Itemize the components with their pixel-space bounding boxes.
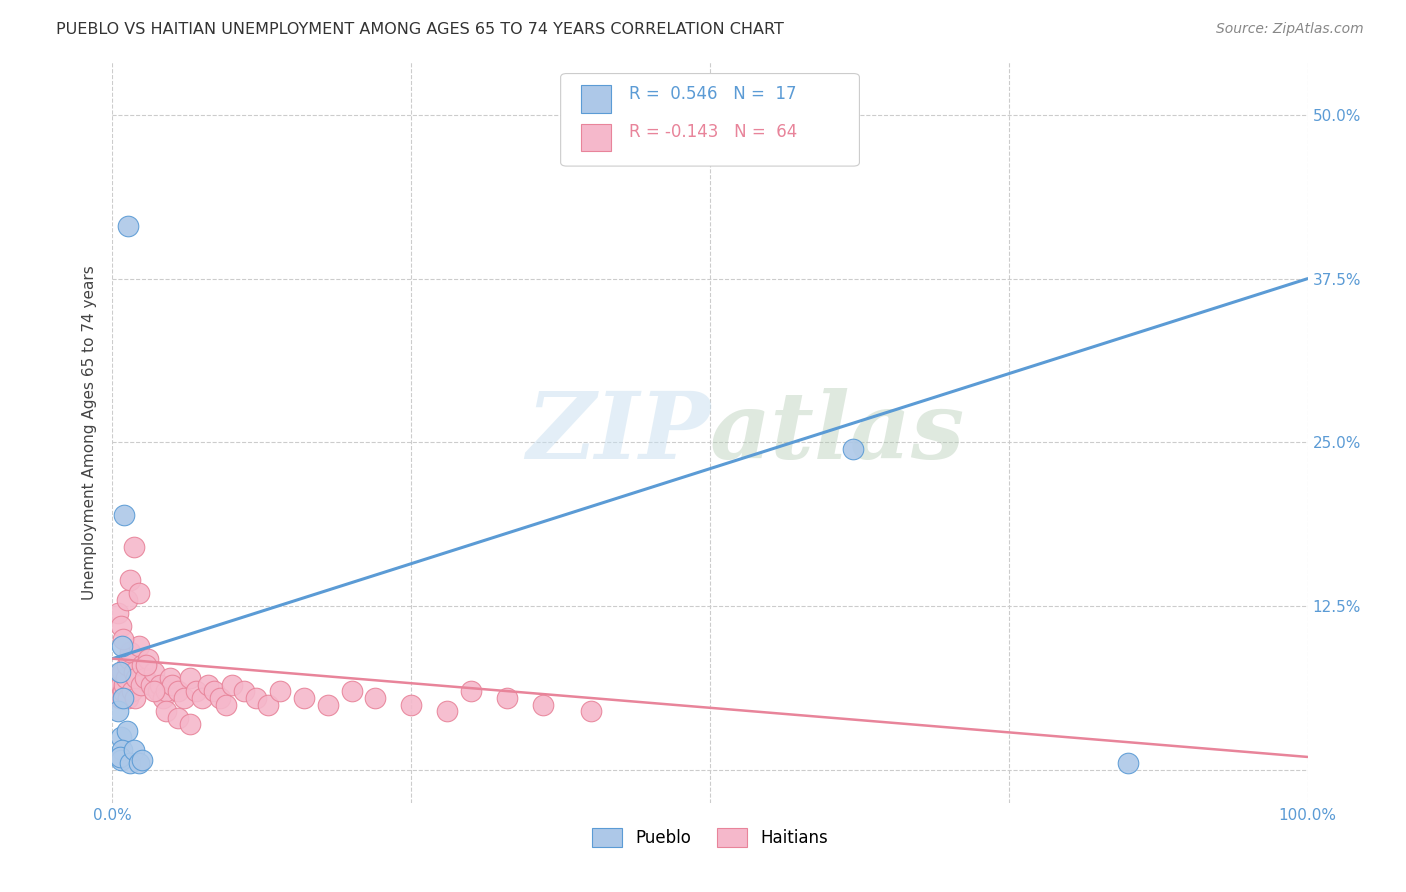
Point (120, 756, 142, 771)
Point (121, 684, 143, 698)
Point (496, 690, 519, 705)
Point (115, 658, 138, 673)
Point (112, 632, 135, 646)
Point (105, 671, 128, 685)
Point (111, 743, 134, 757)
Point (167, 684, 190, 698)
Y-axis label: Unemployment Among Ages 65 to 74 years: Unemployment Among Ages 65 to 74 years (82, 265, 97, 600)
Point (108, 750, 131, 764)
Point (134, 671, 156, 685)
Point (129, 678, 152, 692)
Point (110, 678, 132, 692)
Text: atlas: atlas (710, 388, 966, 477)
Point (114, 671, 136, 685)
Point (124, 690, 146, 705)
Point (115, 592, 138, 607)
Point (531, 698, 554, 712)
Point (245, 690, 267, 705)
Point (117, 219, 139, 234)
FancyBboxPatch shape (561, 73, 859, 166)
Point (269, 684, 291, 698)
Point (122, 743, 145, 757)
Point (460, 684, 482, 698)
Point (135, 658, 157, 673)
Point (110, 753, 132, 767)
Point (143, 684, 166, 698)
Point (146, 684, 169, 698)
Text: Source: ZipAtlas.com: Source: ZipAtlas.com (1216, 22, 1364, 37)
Point (108, 665, 131, 679)
Point (1118, 756, 1140, 771)
Point (159, 671, 181, 685)
Point (138, 651, 160, 665)
FancyBboxPatch shape (581, 123, 610, 152)
Point (149, 678, 172, 692)
Point (112, 690, 135, 705)
Point (215, 698, 238, 712)
Point (257, 698, 280, 712)
Point (292, 690, 315, 705)
Point (173, 690, 195, 705)
Point (128, 639, 150, 653)
Point (111, 639, 134, 653)
Point (179, 671, 201, 685)
Point (131, 753, 153, 767)
Point (579, 704, 602, 718)
Point (179, 717, 201, 731)
Point (114, 508, 135, 522)
Point (842, 442, 865, 456)
Point (364, 690, 387, 705)
Point (152, 690, 174, 705)
Point (122, 541, 145, 555)
Point (191, 690, 214, 705)
Point (340, 684, 363, 698)
Point (108, 690, 131, 705)
Point (107, 704, 129, 718)
Point (110, 619, 132, 633)
Point (118, 651, 141, 665)
Point (155, 704, 177, 718)
Text: PUEBLO VS HAITIAN UNEMPLOYMENT AMONG AGES 65 TO 74 YEARS CORRELATION CHART: PUEBLO VS HAITIAN UNEMPLOYMENT AMONG AGE… (56, 22, 785, 37)
Point (111, 665, 134, 679)
Point (114, 678, 135, 692)
Point (186, 684, 208, 698)
Point (436, 704, 458, 718)
Point (143, 665, 166, 679)
Legend: Pueblo, Haitians: Pueblo, Haitians (586, 822, 834, 854)
Point (128, 586, 150, 600)
Point (202, 684, 225, 698)
Text: ZIP: ZIP (526, 388, 710, 477)
Point (122, 665, 145, 679)
Point (316, 698, 339, 712)
Point (117, 690, 139, 705)
Point (233, 684, 256, 698)
Point (139, 678, 162, 692)
FancyBboxPatch shape (581, 85, 610, 112)
Point (162, 678, 183, 692)
Point (209, 690, 232, 705)
Point (155, 684, 177, 698)
Point (197, 678, 219, 692)
Point (110, 731, 132, 745)
Point (107, 606, 129, 620)
Point (120, 645, 142, 659)
Point (115, 723, 138, 738)
Point (125, 671, 148, 685)
Point (128, 756, 150, 771)
Point (131, 658, 153, 673)
Point (167, 711, 190, 725)
Point (120, 573, 142, 587)
Text: R =  0.546   N =  17: R = 0.546 N = 17 (628, 85, 796, 103)
Text: R = -0.143   N =  64: R = -0.143 N = 64 (628, 123, 797, 141)
Point (112, 684, 135, 698)
Point (221, 678, 243, 692)
Point (401, 698, 423, 712)
